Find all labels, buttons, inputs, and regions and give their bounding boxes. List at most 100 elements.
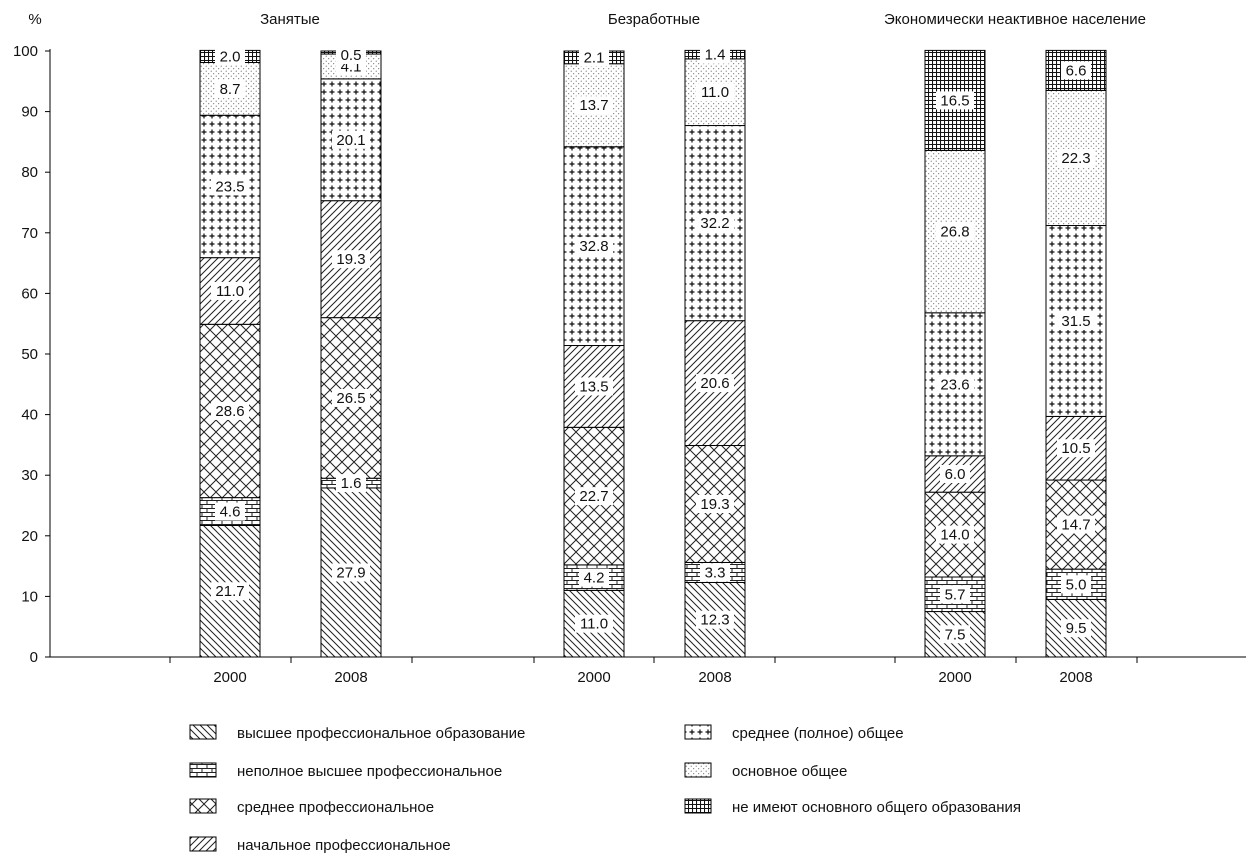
data-label-bg: [940, 464, 970, 483]
data-label-bg: [332, 388, 370, 407]
data-label: 2.1: [584, 49, 605, 66]
legend-item: среднее профессиональное: [189, 798, 434, 816]
axes: 0 10 20 30 40 50 60 70 80 90 100% Занятые Безработны…: [13, 11, 1246, 666]
data-label: 22.7: [579, 488, 608, 505]
data-label-bg: [575, 96, 613, 115]
data-label-bg: [579, 48, 609, 67]
x-tick-label: 2008: [698, 669, 731, 686]
data-label: 21.7: [215, 583, 244, 600]
data-label: 11.0: [580, 616, 608, 633]
data-label: 2.0: [220, 48, 241, 65]
data-label-bg: [579, 568, 609, 587]
y-tick-label: 10: [21, 588, 38, 605]
data-label-bg: [940, 585, 970, 604]
bar-0: 21.7 4.6 28.6 11.0 23.5 8.7 2.0: [199, 47, 261, 658]
data-label: 32.2: [700, 215, 729, 232]
data-label-bg: [696, 494, 734, 513]
x-tick-label: 2008: [334, 669, 367, 686]
data-label-bg: [936, 91, 974, 110]
data-label-bg: [1061, 619, 1091, 638]
data-label: 8.7: [220, 81, 241, 98]
x-tick-label: 2000: [938, 669, 971, 686]
legend-swatch: [684, 724, 712, 740]
legend: высшее профессиональное образование непол…: [189, 724, 1021, 854]
y-unit-label: %: [28, 11, 41, 28]
data-label: 22.3: [1061, 150, 1090, 167]
data-label-bg: [696, 610, 734, 629]
data-label: 5.0: [1066, 576, 1087, 593]
bar-3: 12.3 3.3 19.3 20.6 32.2 11.0 1.4: [684, 45, 746, 658]
data-label-bg: [940, 625, 970, 644]
data-label-bg: [1057, 148, 1095, 167]
data-label: 11.0: [701, 84, 729, 101]
data-label: 3.3: [705, 564, 726, 581]
data-label: 7.5: [945, 626, 966, 643]
y-tick-label: 70: [21, 225, 38, 242]
y-tick-label: 40: [21, 407, 38, 424]
bar-2: 11.0 4.2 22.7 13.5 32.8 13.7 2.1: [563, 48, 625, 658]
data-label: 1.4: [705, 47, 726, 64]
legend-item: не имеют основного общего образования: [684, 798, 1021, 816]
legend-label: высшее профессиональное образование: [237, 725, 525, 742]
data-label: 6.6: [1066, 62, 1087, 79]
data-label-bg: [936, 222, 974, 241]
data-label: 13.5: [579, 378, 608, 395]
x-tick-label: 2008: [1059, 669, 1092, 686]
data-label-bg: [575, 377, 613, 396]
legend-item: среднее (полное) общее: [684, 724, 904, 742]
data-label-bg: [1057, 515, 1095, 534]
group-title: Экономически неактивное население: [884, 11, 1146, 28]
data-label: 14.0: [940, 527, 969, 544]
legend-swatch: [189, 798, 217, 814]
data-label: 31.5: [1061, 313, 1090, 330]
data-label-bg: [215, 502, 245, 521]
data-label: 26.8: [940, 224, 969, 241]
data-label: 19.3: [336, 251, 365, 268]
data-label-bg: [211, 177, 249, 196]
y-tick-label: 50: [21, 346, 38, 363]
data-label-bg: [575, 487, 613, 506]
legend-label: неполное высшее профессиональное: [237, 763, 502, 780]
data-label: 19.3: [700, 496, 729, 513]
data-label: 5.7: [945, 586, 966, 603]
data-label-bg: [1057, 311, 1095, 330]
bar-4: 7.5 5.7 14.0 6.0 23.6 26.8 16.5: [924, 49, 986, 658]
data-label: 28.6: [215, 403, 244, 420]
x-axis-labels: 2000 2008 2000 2008 2000 2008: [213, 669, 1092, 686]
legend-label: среднее (полное) общее: [732, 725, 904, 742]
data-label: 11.0: [216, 283, 244, 300]
data-label: 10.5: [1061, 440, 1090, 457]
data-label-bg: [696, 374, 734, 393]
x-tick-label: 2000: [213, 669, 246, 686]
data-label-bg: [575, 237, 613, 256]
data-label-bg: [1057, 439, 1095, 458]
data-label: 1.6: [341, 475, 362, 492]
legend-item: начальное профессиональное: [189, 836, 451, 854]
data-label-bg: [936, 525, 974, 544]
y-tick-label: 80: [21, 164, 38, 181]
group-title: Безработные: [608, 11, 700, 28]
data-label-bg: [696, 214, 734, 233]
data-label-bg: [332, 250, 370, 269]
bar-segment: [684, 125, 746, 322]
data-label: 23.5: [215, 178, 244, 195]
group-title: Занятые: [260, 11, 320, 28]
data-label: 16.5: [940, 92, 969, 109]
bar-segment: [684, 58, 746, 127]
data-label-bg: [1061, 575, 1091, 594]
data-label-bg: [211, 281, 249, 300]
data-label: 20.6: [700, 375, 729, 392]
data-label-bg: [575, 614, 613, 633]
y-tick-label: 0: [30, 649, 38, 666]
legend-swatch: [189, 724, 217, 740]
legend-label: не имеют основного общего образования: [732, 799, 1021, 816]
data-label-bg: [936, 375, 974, 394]
data-label-bg: [336, 474, 366, 493]
data-label-bg: [1061, 61, 1091, 80]
data-label-bg: [700, 563, 730, 582]
data-label: 0.5: [341, 47, 362, 64]
legend-swatch: [684, 798, 712, 814]
data-label: 27.9: [336, 564, 365, 581]
legend-item: основное общее: [684, 762, 847, 780]
